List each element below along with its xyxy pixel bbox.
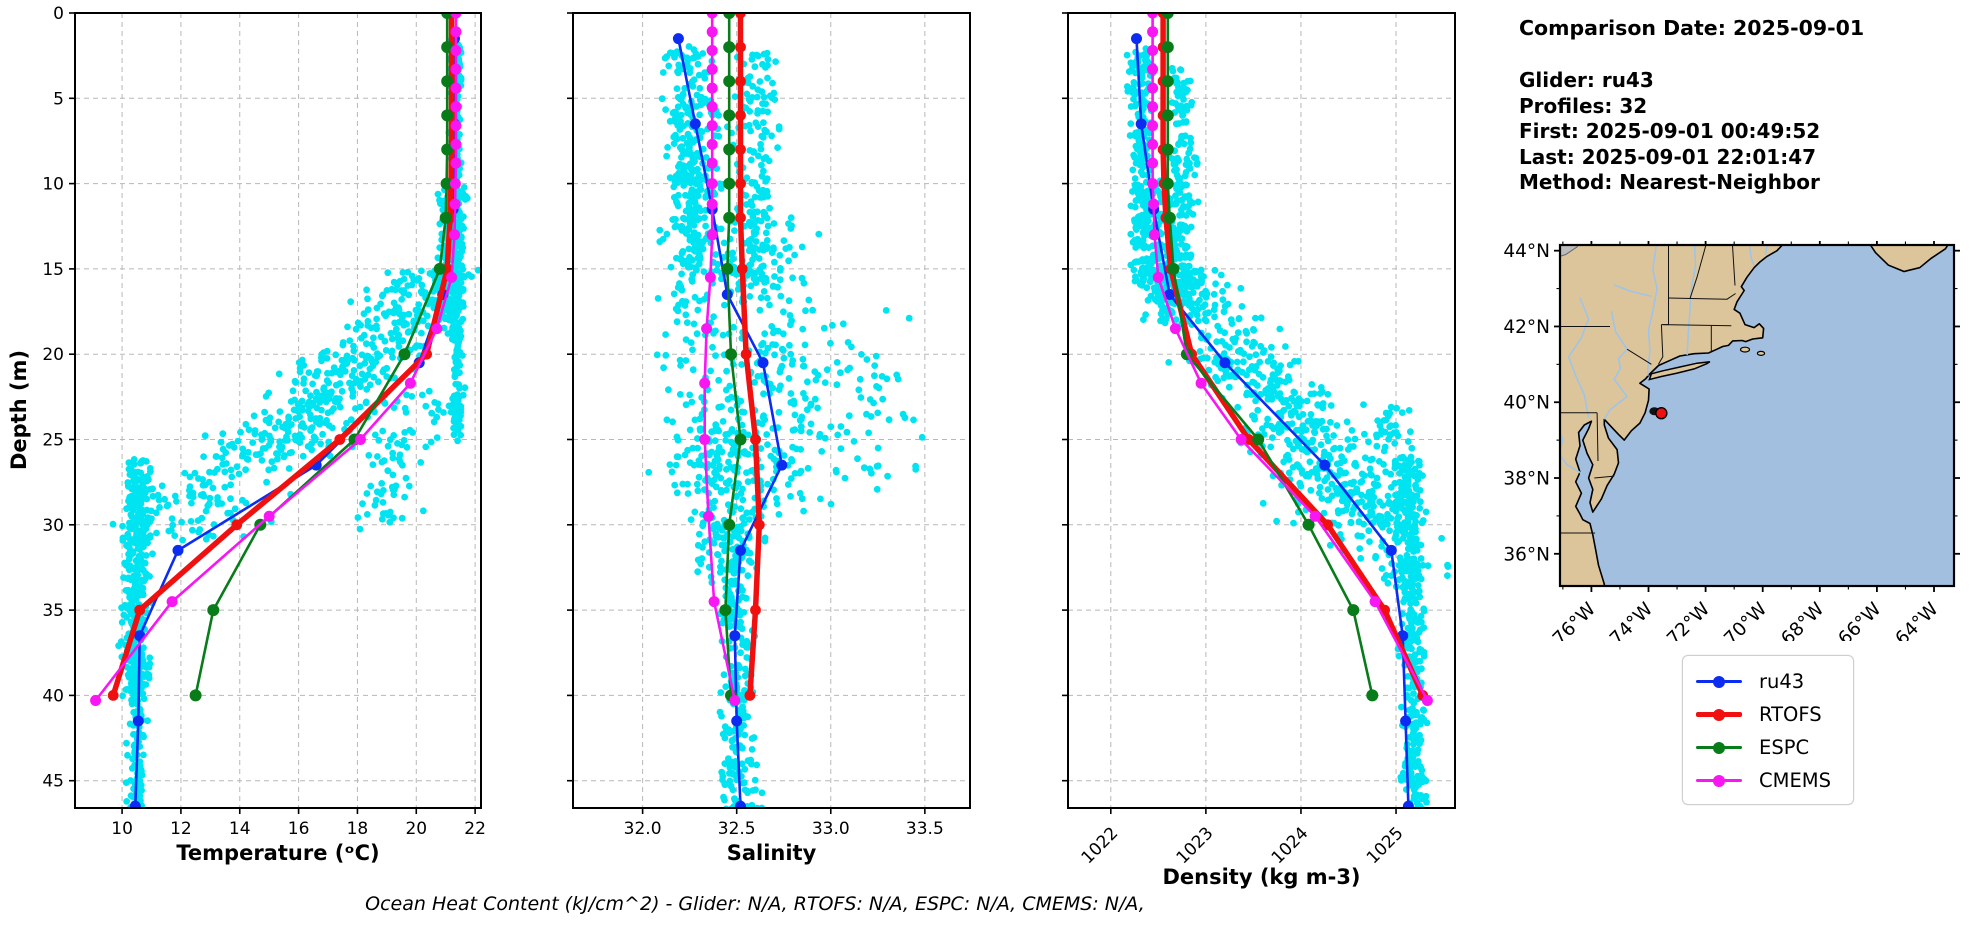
svg-text:14: 14 xyxy=(229,819,251,839)
svg-text:0: 0 xyxy=(53,4,64,24)
lon-label: 68°W xyxy=(1777,599,1828,641)
lon-label: 74°W xyxy=(1606,599,1657,641)
glider-id: Glider: ru43 xyxy=(1519,68,1654,93)
state-border xyxy=(1662,324,1732,327)
x-axis-label: Density (kg m-3) xyxy=(1162,865,1360,889)
svg-text:15: 15 xyxy=(42,260,64,280)
legend-item-ru43: ru43 xyxy=(1683,665,1853,698)
series-cmems xyxy=(699,13,741,706)
legend-label: CMEMS xyxy=(1759,769,1831,792)
svg-text:5: 5 xyxy=(53,89,64,109)
lon-label: 72°W xyxy=(1663,599,1714,641)
legend-label: ESPC xyxy=(1759,736,1810,759)
panel-temperature: 10 12 14 16 18 20 22 0 5 10 15 20 25 30 35 40 45 Temperat… xyxy=(7,4,486,865)
legend-label: RTOFS xyxy=(1759,703,1822,726)
river xyxy=(1560,431,1585,481)
lat-label: 36°N xyxy=(1503,544,1550,565)
svg-text:40: 40 xyxy=(42,686,64,706)
svg-text:45: 45 xyxy=(42,772,64,792)
series-cmems xyxy=(1147,13,1433,706)
info-header: Comparison Date: 2025-09-01 Glider: ru43… xyxy=(1519,16,1864,195)
map-inset: 44°N 42°N 40°N 38°N 36°N 76°W 74°W 72°W 70°W 68°W… xyxy=(1503,241,1960,641)
svg-text:33.5: 33.5 xyxy=(906,819,944,839)
svg-text:20: 20 xyxy=(42,345,64,365)
legend-dot-icon xyxy=(1713,774,1725,787)
lon-label: 76°W xyxy=(1549,599,1600,641)
legend-label: ru43 xyxy=(1759,670,1805,693)
svg-text:10: 10 xyxy=(111,819,133,839)
series-espc xyxy=(719,13,747,702)
svg-text:10: 10 xyxy=(42,175,64,195)
lon-label: 64°W xyxy=(1892,599,1943,641)
svg-text:25: 25 xyxy=(42,431,64,451)
state-border xyxy=(1626,348,1652,365)
river xyxy=(1647,245,1658,376)
lon-label: 70°W xyxy=(1720,599,1771,641)
comparison-date: Comparison Date: 2025-09-01 xyxy=(1519,16,1865,40)
profiles-count: Profiles: 32 xyxy=(1519,93,1648,118)
lat-label: 44°N xyxy=(1503,241,1550,262)
profile-charts: 10 12 14 16 18 20 22 0 5 10 15 20 25 30 35 40 45 Temperat… xyxy=(7,4,1456,889)
marthas-vineyard xyxy=(1739,346,1751,353)
svg-text:32.0: 32.0 xyxy=(624,819,662,839)
svg-text:20: 20 xyxy=(405,819,427,839)
state-border xyxy=(1668,293,1736,300)
glider-scatter-points xyxy=(645,43,926,808)
state-border xyxy=(1594,475,1615,479)
x-axis-label: Temperature (ᵒC) xyxy=(176,841,379,865)
lake-ontario xyxy=(1560,245,1579,257)
legend-item-cmems: CMEMS xyxy=(1683,764,1853,797)
river xyxy=(1603,311,1629,420)
svg-text:32.5: 32.5 xyxy=(718,819,756,839)
svg-text:22: 22 xyxy=(464,819,486,839)
method: Method: Nearest-Neighbor xyxy=(1519,170,1820,195)
lat-label: 40°N xyxy=(1503,393,1550,414)
legend-dot-icon xyxy=(1713,708,1725,721)
legend-item-rtofs: RTOFS xyxy=(1683,698,1853,731)
lat-label: 38°N xyxy=(1503,469,1550,490)
legend-dot-icon xyxy=(1713,741,1725,754)
legend-item-espc: ESPC xyxy=(1683,731,1853,764)
svg-text:33.0: 33.0 xyxy=(812,819,850,839)
svg-text:12: 12 xyxy=(170,819,192,839)
series-rtofs xyxy=(735,13,765,701)
series-espc xyxy=(1161,13,1379,702)
river xyxy=(1686,245,1697,355)
svg-text:18: 18 xyxy=(347,819,369,839)
lon-label: 66°W xyxy=(1834,599,1885,641)
river xyxy=(1613,284,1652,297)
svg-text:30: 30 xyxy=(42,516,64,536)
glider-scatter-points xyxy=(1123,45,1452,808)
svg-text:16: 16 xyxy=(288,819,310,839)
panel-salinity: 32.0 32.5 33.0 33.5 Salinity xyxy=(567,12,971,865)
ocean-heat-content-note: Ocean Heat Content (kJ/cm^2) - Glider: N… xyxy=(365,893,1145,915)
river xyxy=(1567,297,1590,418)
lat-label: 42°N xyxy=(1503,317,1550,338)
legend: ru43 RTOFS ESPC CMEMS xyxy=(1682,655,1854,805)
nantucket xyxy=(1756,350,1766,356)
glider-location-marker xyxy=(1655,407,1668,420)
state-border xyxy=(1658,324,1664,365)
state-border xyxy=(1731,245,1736,286)
y-axis-label: Depth (m) xyxy=(7,350,31,470)
nova-scotia xyxy=(1869,245,1949,273)
legend-dot-icon xyxy=(1713,675,1725,688)
long-island xyxy=(1648,360,1711,381)
svg-text:35: 35 xyxy=(42,601,64,621)
series-ru43 xyxy=(672,33,788,808)
series-cmems xyxy=(90,13,462,706)
first-timestamp: First: 2025-09-01 00:49:52 xyxy=(1519,119,1821,144)
x-axis-label: Salinity xyxy=(727,841,817,865)
state-border xyxy=(1596,412,1599,462)
river xyxy=(1748,245,1755,267)
last-timestamp: Last: 2025-09-01 22:01:47 xyxy=(1519,144,1817,169)
